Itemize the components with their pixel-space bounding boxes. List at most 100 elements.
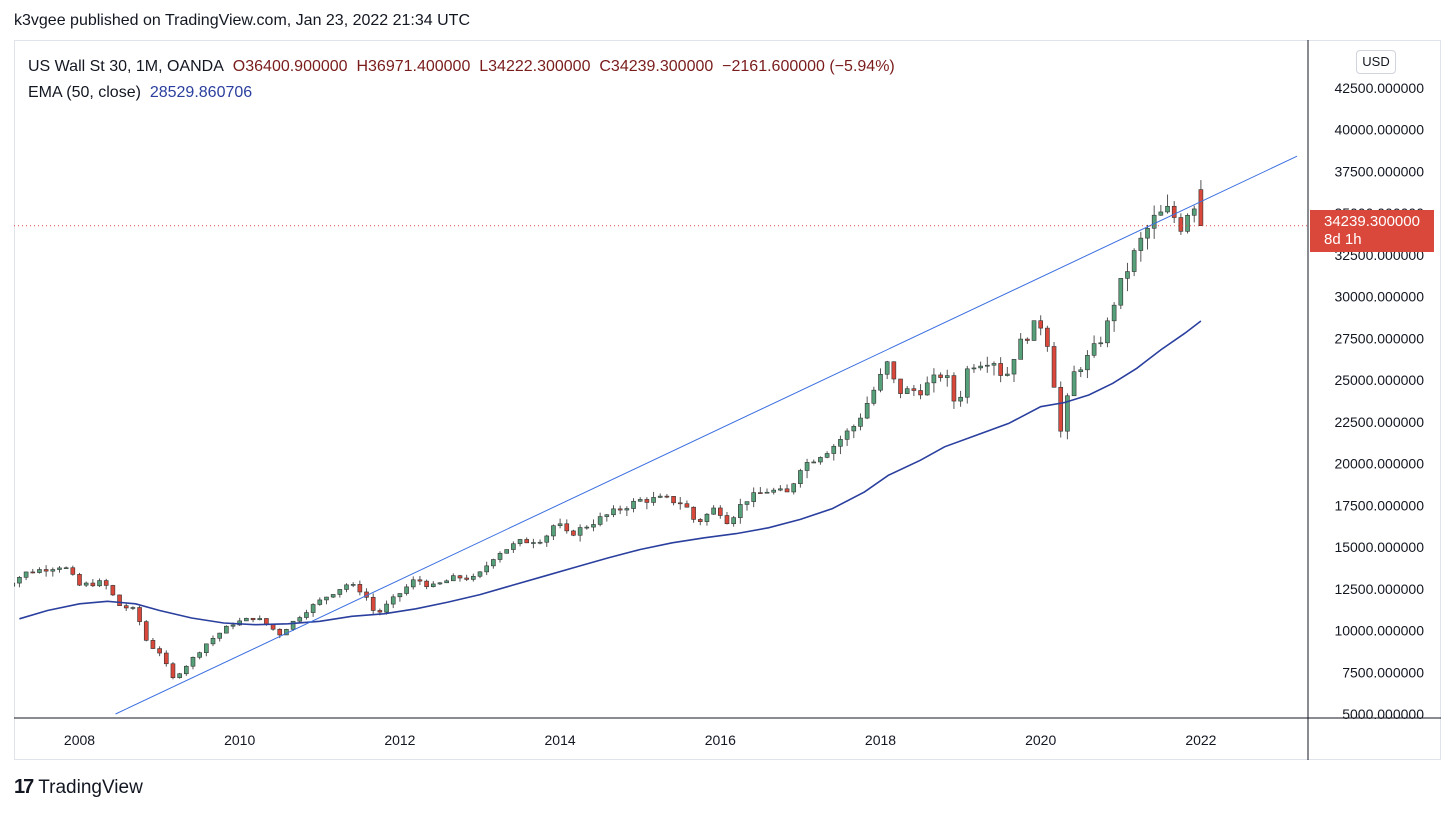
candle-body[interactable] [177,673,182,678]
candle-body[interactable] [764,491,770,494]
candle-body[interactable] [477,571,483,577]
candle-body[interactable] [898,378,903,394]
candle-body[interactable] [691,506,696,520]
candle-body[interactable] [731,517,736,525]
candle-body[interactable] [1011,359,1017,375]
candle-body[interactable] [43,569,49,572]
candle-body[interactable] [844,430,850,440]
candle-body[interactable] [50,569,56,572]
candle-body[interactable] [597,516,603,525]
candle-body[interactable] [1018,338,1023,360]
candle-body[interactable] [918,390,923,396]
candle-body[interactable] [684,503,690,508]
candle-body[interactable] [531,542,536,544]
candle-body[interactable] [397,593,403,598]
candle-body[interactable] [197,652,202,658]
candle-body[interactable] [290,620,296,630]
candle-body[interactable] [390,596,396,605]
candle-body[interactable] [410,579,416,588]
candle-body[interactable] [270,624,276,630]
candle-body[interactable] [457,575,463,579]
candle-body[interactable] [664,495,670,498]
candle-body[interactable] [491,559,496,567]
candle-body[interactable] [97,580,102,587]
candle-body[interactable] [324,596,329,601]
candle-body[interactable] [404,586,409,594]
candle-body[interactable] [517,539,523,545]
candle-body[interactable] [444,580,449,584]
candle-body[interactable] [738,504,743,518]
candle-body[interactable] [437,582,443,585]
candle-body[interactable] [137,607,142,622]
candle-body[interactable] [537,541,543,544]
candle-body[interactable] [1118,278,1124,306]
candle-body[interactable] [771,489,777,493]
candle-body[interactable] [651,497,656,503]
candle-body[interactable] [744,501,750,505]
candle-body[interactable] [878,373,883,391]
candle-body[interactable] [524,539,530,544]
candle-body[interactable] [978,365,983,369]
candle-body[interactable] [511,543,516,550]
candle-body[interactable] [1078,369,1084,373]
candle-body[interactable] [37,569,42,573]
candle-body[interactable] [63,567,69,570]
candle-body[interactable] [1125,271,1130,279]
candle-body[interactable] [350,584,356,586]
candle-body[interactable] [798,470,803,484]
candle-body[interactable] [811,461,817,464]
candle-body[interactable] [1058,386,1064,432]
candle-body[interactable] [1185,214,1190,232]
candle-body[interactable] [1031,320,1037,341]
candle-body[interactable] [1145,227,1150,239]
candle-body[interactable] [864,403,870,419]
candle-body[interactable] [430,583,436,587]
candle-body[interactable] [604,514,610,517]
candle-body[interactable] [838,439,843,447]
candle-body[interactable] [697,519,703,522]
candle-body[interactable] [631,500,636,509]
candle-body[interactable] [183,665,189,675]
candle-body[interactable] [591,524,596,528]
candle-body[interactable] [1085,355,1090,371]
candle-body[interactable] [958,396,963,402]
candle-body[interactable] [244,617,249,622]
candle-body[interactable] [557,523,563,527]
candle-body[interactable] [337,589,343,595]
legend-symbol[interactable]: US Wall St 30, 1M, OANDA [28,58,224,75]
candle-body[interactable] [831,445,837,454]
ema-line[interactable] [19,320,1202,626]
candle-body[interactable] [1091,343,1097,356]
candle-body[interactable] [971,367,977,370]
chart-frame[interactable] [14,40,1441,760]
candle-body[interactable] [143,621,149,641]
candle-body[interactable] [230,624,236,627]
candle-body[interactable] [551,525,556,537]
candle-body[interactable] [0,589,1,590]
candle-body[interactable] [577,527,583,536]
candle-body[interactable] [1111,304,1117,322]
candle-body[interactable] [624,508,630,511]
candle-body[interactable] [818,457,823,463]
candle-body[interactable] [504,549,510,554]
candle-body[interactable] [484,565,489,573]
candle-body[interactable] [310,604,316,613]
candle-body[interactable] [103,580,109,586]
trendline[interactable] [115,155,1298,715]
candle-body[interactable] [1165,205,1170,213]
candle-body[interactable] [784,488,790,493]
candle-body[interactable] [210,637,216,645]
candle-body[interactable] [984,364,990,367]
candle-body[interactable] [1105,320,1110,344]
candle-body[interactable] [377,610,383,613]
candle-body[interactable] [858,417,863,427]
candle-body[interactable] [704,513,710,522]
candle-body[interactable] [584,526,590,529]
candle-body[interactable] [217,632,222,639]
candle-body[interactable] [464,577,469,580]
candle-body[interactable] [791,483,797,493]
candle-body[interactable] [224,625,229,634]
legend-ema-label[interactable]: EMA (50, close) [28,84,141,101]
candle-body[interactable] [424,580,429,587]
